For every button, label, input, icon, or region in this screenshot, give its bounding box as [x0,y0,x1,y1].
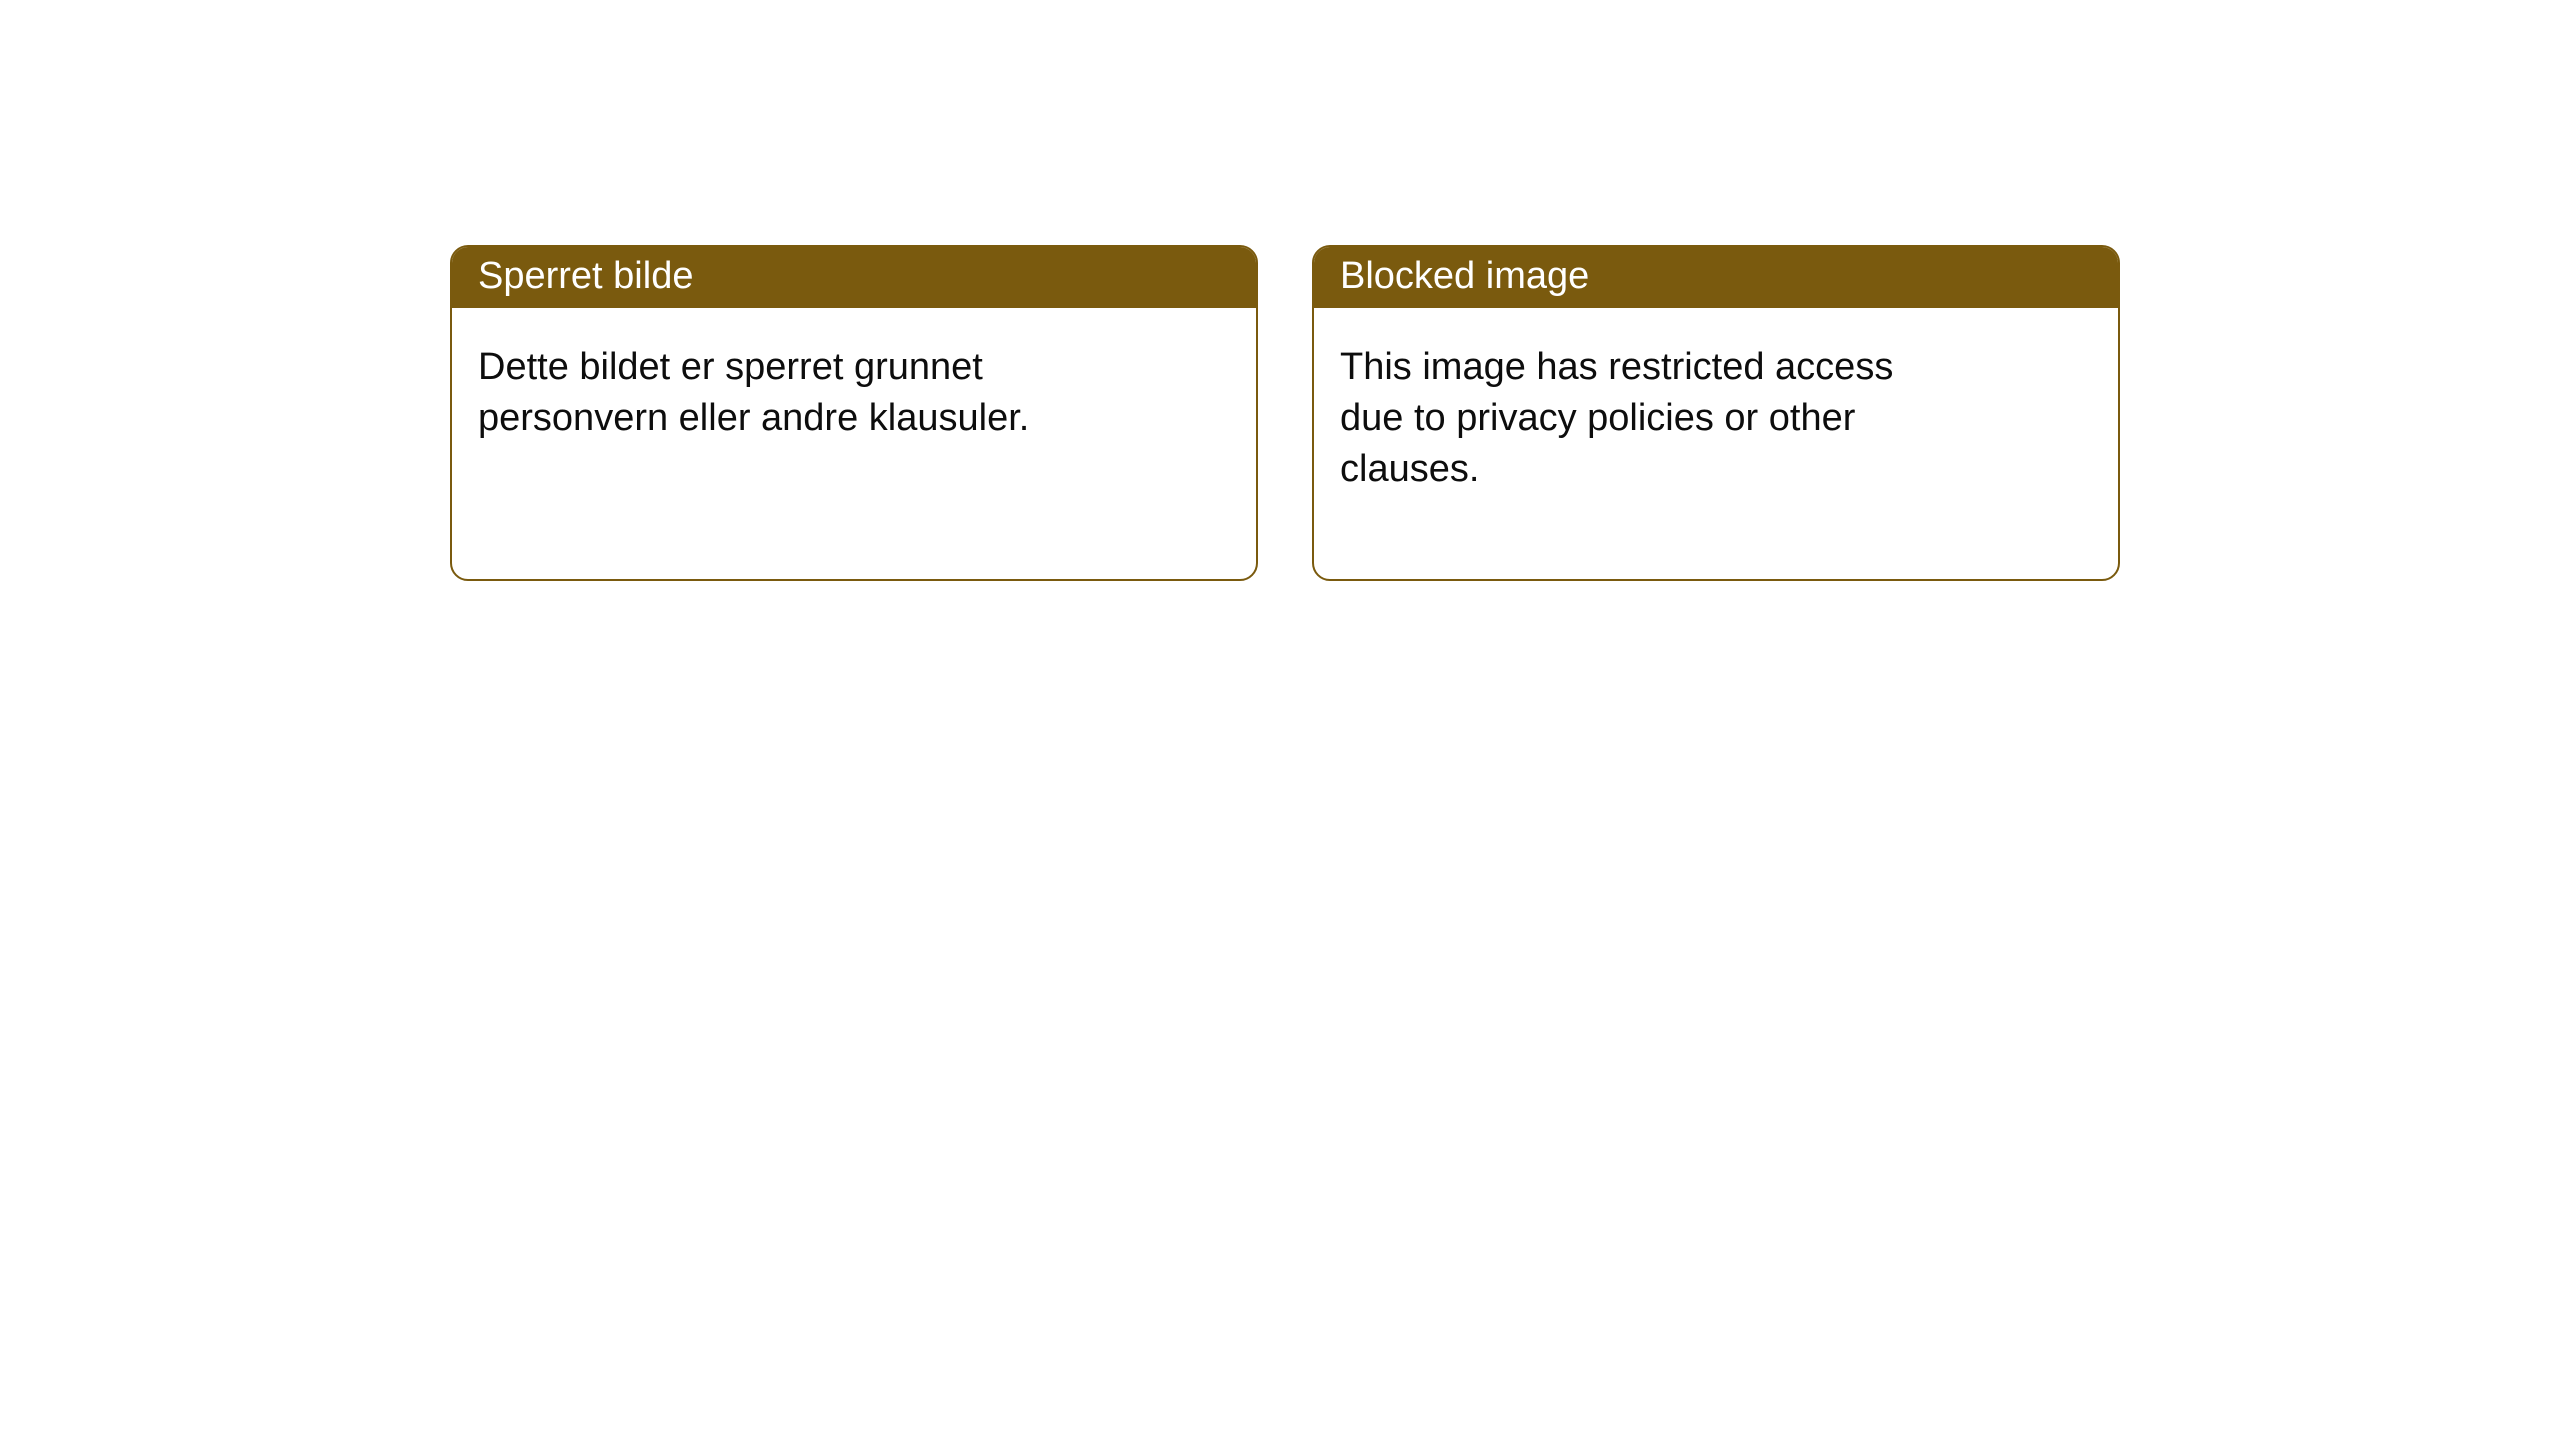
notice-body-en: This image has restricted access due to … [1314,308,1974,530]
notice-row: Sperret bilde Dette bildet er sperret gr… [0,0,2560,581]
notice-card-en: Blocked image This image has restricted … [1312,245,2120,581]
notice-body-no: Dette bildet er sperret grunnet personve… [452,308,1112,479]
notice-title-en: Blocked image [1314,247,2118,308]
notice-title-no: Sperret bilde [452,247,1256,308]
notice-card-no: Sperret bilde Dette bildet er sperret gr… [450,245,1258,581]
